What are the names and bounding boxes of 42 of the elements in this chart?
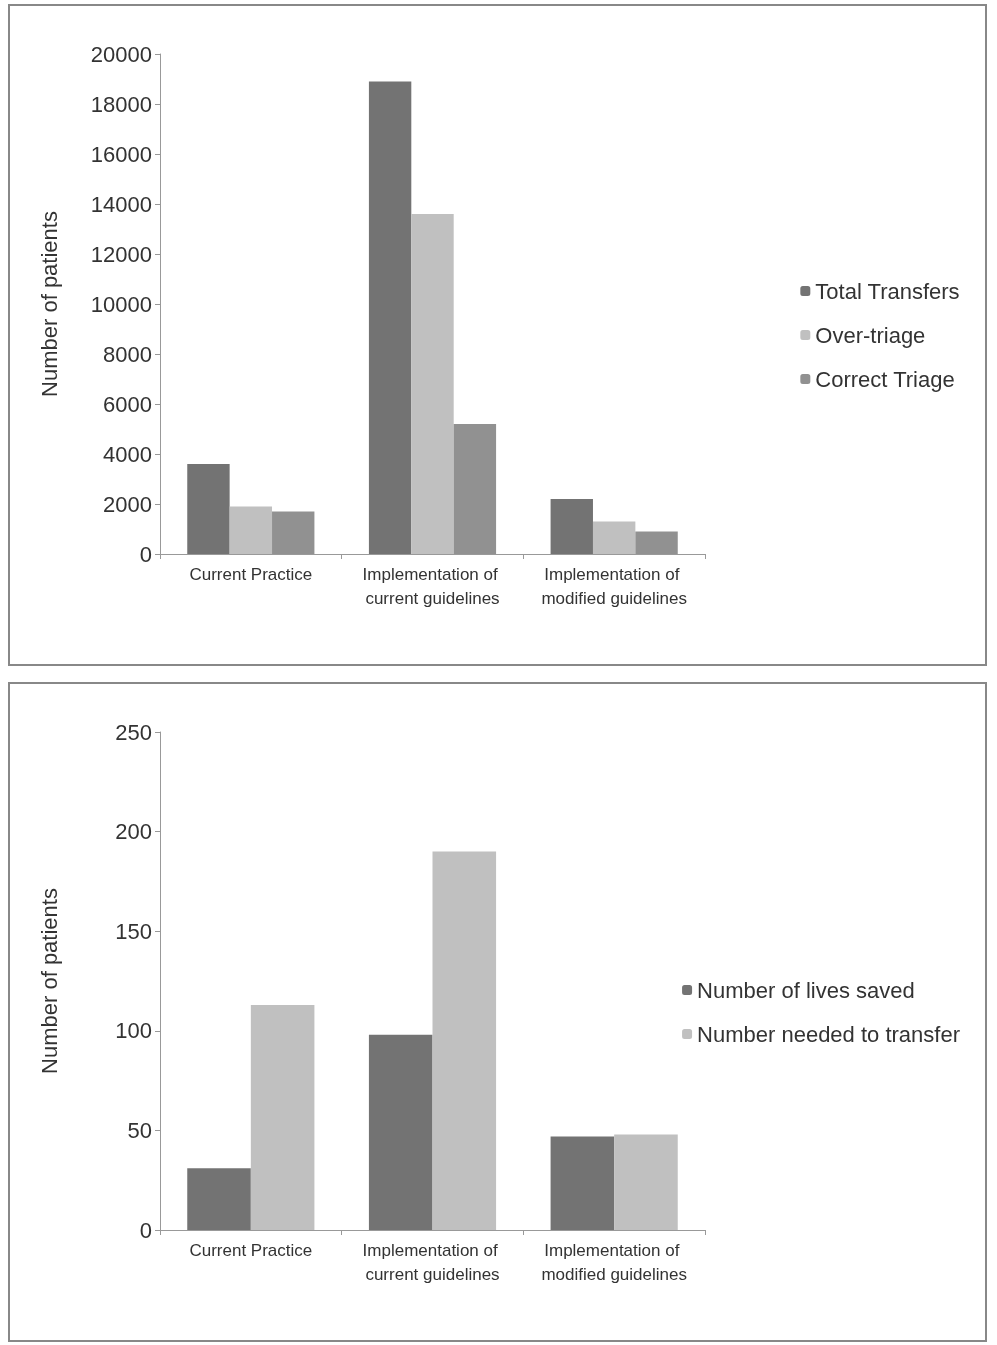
legend-label: Number of lives saved xyxy=(697,977,915,1003)
x-tick-label: Implementation of modified guidelines xyxy=(541,1240,687,1284)
y-tick-label: 250 xyxy=(115,719,152,745)
bar xyxy=(368,81,412,554)
y-tick-label: 4000 xyxy=(103,441,152,467)
y-tick-label: 16000 xyxy=(90,141,152,167)
y-tick-label: 0 xyxy=(139,541,152,567)
x-tick-label: Implementation of modified guidelines xyxy=(541,564,687,608)
y-tick-label: 12000 xyxy=(90,241,152,267)
legend-label: Over-triage xyxy=(815,322,926,348)
y-axis-title: Number of patients xyxy=(36,211,62,397)
y-tick-label: 6000 xyxy=(103,391,152,417)
x-tick-label: Current Practice xyxy=(189,1240,313,1260)
bar xyxy=(411,214,454,554)
bar xyxy=(550,1136,615,1230)
bar xyxy=(187,1168,251,1230)
y-tick-label: 14000 xyxy=(90,191,152,217)
x-tick-label: Implementation of current guidelines xyxy=(362,1240,503,1284)
y-tick-label: 100 xyxy=(115,1018,152,1044)
bar xyxy=(550,499,593,554)
legend-label: Number needed to transfer xyxy=(697,1021,961,1047)
y-tick-label: 2000 xyxy=(103,491,152,517)
legend-label: Total Transfers xyxy=(815,278,960,304)
bar xyxy=(250,1004,315,1230)
y-tick-label: 0 xyxy=(139,1217,152,1243)
bar xyxy=(614,1134,678,1230)
bar xyxy=(187,464,230,554)
bar xyxy=(368,1034,433,1230)
y-tick-label: 18000 xyxy=(90,91,152,117)
bar xyxy=(229,506,273,554)
y-axis-title: Number of patients xyxy=(36,888,62,1074)
y-tick-label: 20000 xyxy=(90,41,152,67)
y-tick-label: 10000 xyxy=(90,291,152,317)
y-tick-label: 150 xyxy=(115,918,152,944)
x-tick-label: Current Practice xyxy=(189,564,313,584)
x-tick-label: Implementation of current guidelines xyxy=(362,564,503,608)
y-tick-label: 8000 xyxy=(103,341,152,367)
bar xyxy=(592,521,636,554)
y-tick-label: 200 xyxy=(115,819,152,845)
y-tick-label: 50 xyxy=(127,1117,152,1143)
bar xyxy=(432,851,497,1230)
legend-label: Correct Triage xyxy=(815,366,955,392)
